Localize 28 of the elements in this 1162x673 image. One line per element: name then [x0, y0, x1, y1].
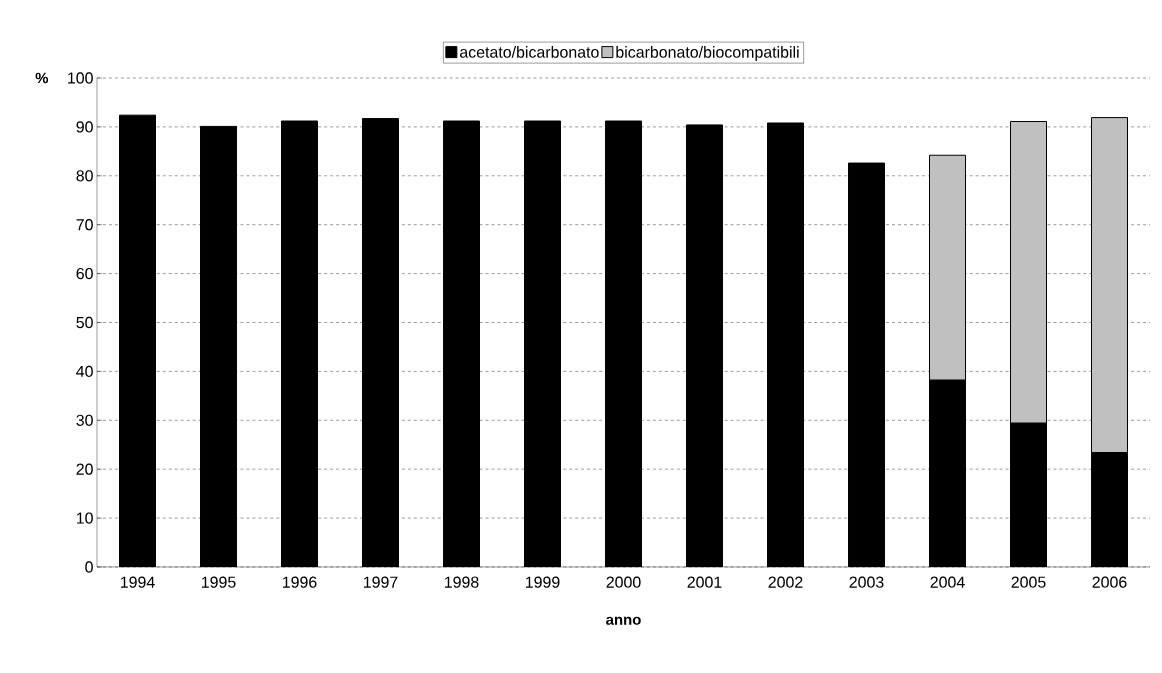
y-tick-label: 50	[76, 316, 93, 329]
x-tick-label: 1997	[364, 576, 398, 588]
y-tick-label: 10	[76, 512, 93, 524]
legend-label: acetato/bicarbonato	[460, 46, 599, 58]
y-tick-label: 80	[76, 170, 93, 182]
x-tick-label: 2006	[1092, 576, 1127, 588]
y-tick-label: 90	[76, 121, 93, 133]
y-tick-label: 0	[85, 561, 93, 573]
legend-label: bicarbonato/biocompatibili	[616, 46, 799, 61]
x-tick-label: 1995	[202, 576, 236, 588]
y-tick-label: 60	[76, 267, 93, 280]
x-tick-label: 1998	[445, 576, 479, 588]
x-tick-label: 2004	[930, 576, 965, 588]
x-tick-label: 2003	[849, 576, 884, 588]
x-axis-title: anno	[606, 616, 641, 625]
x-tick-label: 1999	[526, 576, 560, 588]
y-tick-label: 70	[76, 219, 93, 231]
y-tick-label: 100	[68, 72, 93, 84]
y-tick-label: 40	[76, 365, 93, 378]
x-tick-label: 2000	[606, 576, 641, 588]
y-tick-label: 30	[76, 414, 93, 426]
x-tick-label: 1996	[283, 576, 317, 588]
y-tick-label: 20	[76, 463, 93, 475]
x-tick-label: 2002	[768, 576, 803, 588]
x-tick-label: 2005	[1011, 576, 1046, 588]
x-tick-label: 1994	[121, 576, 155, 588]
x-tick-label: 2001	[687, 576, 722, 588]
y-axis-title: %	[35, 72, 49, 84]
